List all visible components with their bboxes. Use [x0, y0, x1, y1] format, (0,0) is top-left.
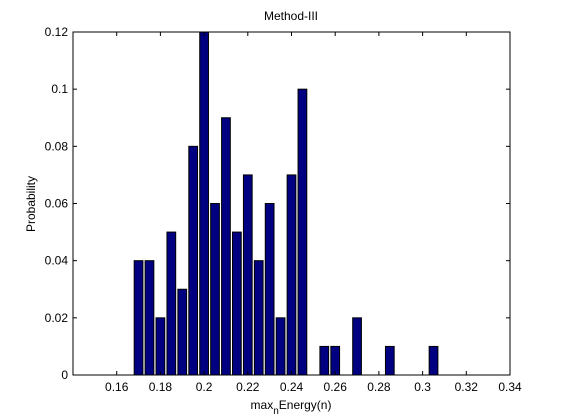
y-tick-label: 0.1: [51, 82, 68, 96]
histogram-bar: [275, 317, 286, 376]
x-axis-label: maxnEnergy(n): [251, 398, 332, 417]
x-tick-label: 0.34: [498, 380, 522, 394]
histogram-bar: [352, 317, 362, 376]
histogram-bar: [144, 260, 155, 376]
y-ticks-group: 0 0.02 0.04 0.06 0.08 0.1 0.12: [45, 25, 510, 382]
x-tick-label: 0.22: [236, 380, 260, 394]
histogram-bar: [286, 174, 297, 376]
histogram-bar: [199, 31, 209, 376]
histogram-bar: [242, 174, 253, 376]
histogram-bar: [319, 345, 330, 376]
x-axis-label-main: max: [251, 398, 274, 412]
x-ticks-group: 0.16 0.18 0.2 0.22 0.24 0.26 0.28 0.3 0.32 0.34: [105, 32, 522, 394]
y-tick-label: 0.06: [45, 197, 69, 211]
histogram-bar: [166, 231, 177, 376]
y-tick-label: 0.12: [45, 25, 69, 39]
histogram-bar: [384, 345, 395, 376]
x-tick-label: 0.24: [280, 380, 304, 394]
histogram-bar: [155, 317, 166, 376]
x-tick-label: 0.32: [455, 380, 479, 394]
histogram-bar: [133, 260, 144, 376]
histogram-bar: [188, 145, 199, 376]
chart-title: Method-III: [264, 9, 318, 23]
histogram-bar: [428, 345, 439, 376]
histogram-bar: [297, 88, 308, 376]
x-tick-label: 0.18: [149, 380, 173, 394]
y-tick-label: 0.02: [45, 311, 69, 325]
histogram-bar: [210, 203, 220, 376]
histogram-bar: [253, 260, 264, 376]
histogram-bar: [330, 345, 341, 376]
x-axis-label-rest: Energy(n): [279, 398, 332, 412]
y-tick-label: 0: [61, 368, 68, 382]
y-tick-label: 0.04: [45, 254, 69, 268]
y-axis-label: Probability: [24, 176, 38, 232]
histogram-bar: [264, 203, 275, 376]
histogram-bar: [221, 117, 231, 376]
y-tick-label: 0.08: [45, 139, 69, 153]
histogram-bar: [232, 231, 242, 376]
x-tick-label: 0.16: [105, 380, 129, 394]
x-tick-label: 0.3: [414, 380, 431, 394]
x-tick-label: 0.26: [324, 380, 348, 394]
x-axis-label-subscript: n: [273, 406, 279, 417]
x-tick-label: 0.2: [196, 380, 213, 394]
x-tick-label: 0.28: [367, 380, 391, 394]
histogram-bar: [177, 288, 188, 376]
